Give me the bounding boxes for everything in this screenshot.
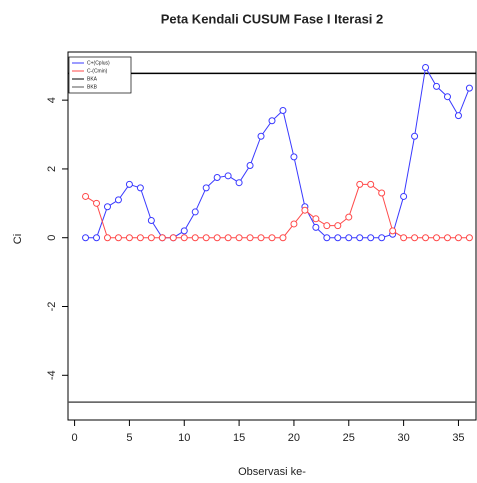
data-point [465,234,473,242]
data-point [235,179,243,187]
data-point [378,189,386,197]
data-point [443,234,451,242]
data-point [158,234,166,242]
y-tick-label: -4 [46,370,58,380]
data-point [257,234,265,242]
x-tick-label: 10 [178,432,190,444]
data-point [334,234,342,242]
data-point [191,234,199,242]
data-point [125,234,133,242]
data-point [235,234,243,242]
legend-label: BKB [87,84,98,90]
data-point [202,234,210,242]
data-point [213,174,221,182]
x-axis-label: Observasi ke- [238,466,306,478]
legend-label: BKA [87,76,98,82]
data-point [246,234,254,242]
x-tick-label: 20 [288,432,300,444]
data-point [454,112,462,120]
legend-label: C-(Cmin) [87,68,108,74]
legend-label: C+(Cplus) [87,60,110,66]
data-point [312,223,320,231]
data-point [257,132,265,140]
data-point [169,234,177,242]
data-point [411,234,419,242]
data-point [147,217,155,225]
series-line [85,66,470,239]
data-point [411,132,419,140]
data-point [323,234,331,242]
data-point [433,234,441,242]
data-point [279,106,287,114]
y-axis-label: Ci [12,234,24,244]
data-point [114,196,122,204]
x-tick-label: 30 [397,432,409,444]
data-point [180,227,188,235]
data-point [136,184,144,192]
data-point [82,192,90,200]
x-tick-label: 5 [126,432,132,444]
data-point [389,227,397,235]
data-point [279,234,287,242]
data-point [345,234,353,242]
data-point [400,234,408,242]
data-point [323,222,331,230]
data-point [465,84,473,92]
data-point [312,215,320,223]
data-point [356,234,364,242]
data-point [400,192,408,200]
x-tick-label: 25 [343,432,355,444]
data-point [356,180,364,188]
x-tick-label: 35 [452,432,464,444]
data-point [125,180,133,188]
data-point [224,234,232,242]
y-tick-label: 0 [46,235,58,241]
plot-frame [67,51,477,421]
data-point [367,180,375,188]
data-point [367,234,375,242]
data-point [443,93,451,101]
data-point [378,234,386,242]
data-point [268,234,276,242]
data-point [224,172,232,180]
data-point [301,206,309,214]
data-point [422,234,430,242]
y-tick-label: 4 [46,97,58,103]
x-tick-label: 0 [72,432,78,444]
data-point [147,234,155,242]
data-point [202,184,210,192]
data-point [268,117,276,125]
data-point [93,199,101,207]
series-line [85,183,470,239]
data-point [422,63,430,71]
data-point [103,234,111,242]
data-point [454,234,462,242]
data-point [290,153,298,161]
data-point [334,222,342,230]
data-point [82,234,90,242]
data-point [114,234,122,242]
x-tick-label: 15 [233,432,245,444]
data-point [136,234,144,242]
data-point [180,234,188,242]
data-point [345,213,353,221]
y-tick-label: -2 [46,302,58,312]
chart-title: Peta Kendali CUSUM Fase I Iterasi 2 [161,11,384,26]
data-point [290,220,298,228]
data-point [433,82,441,90]
data-point [191,208,199,216]
data-point [103,203,111,211]
data-point [213,234,221,242]
data-point [246,161,254,169]
data-point [93,234,101,242]
y-tick-label: 2 [46,166,58,172]
